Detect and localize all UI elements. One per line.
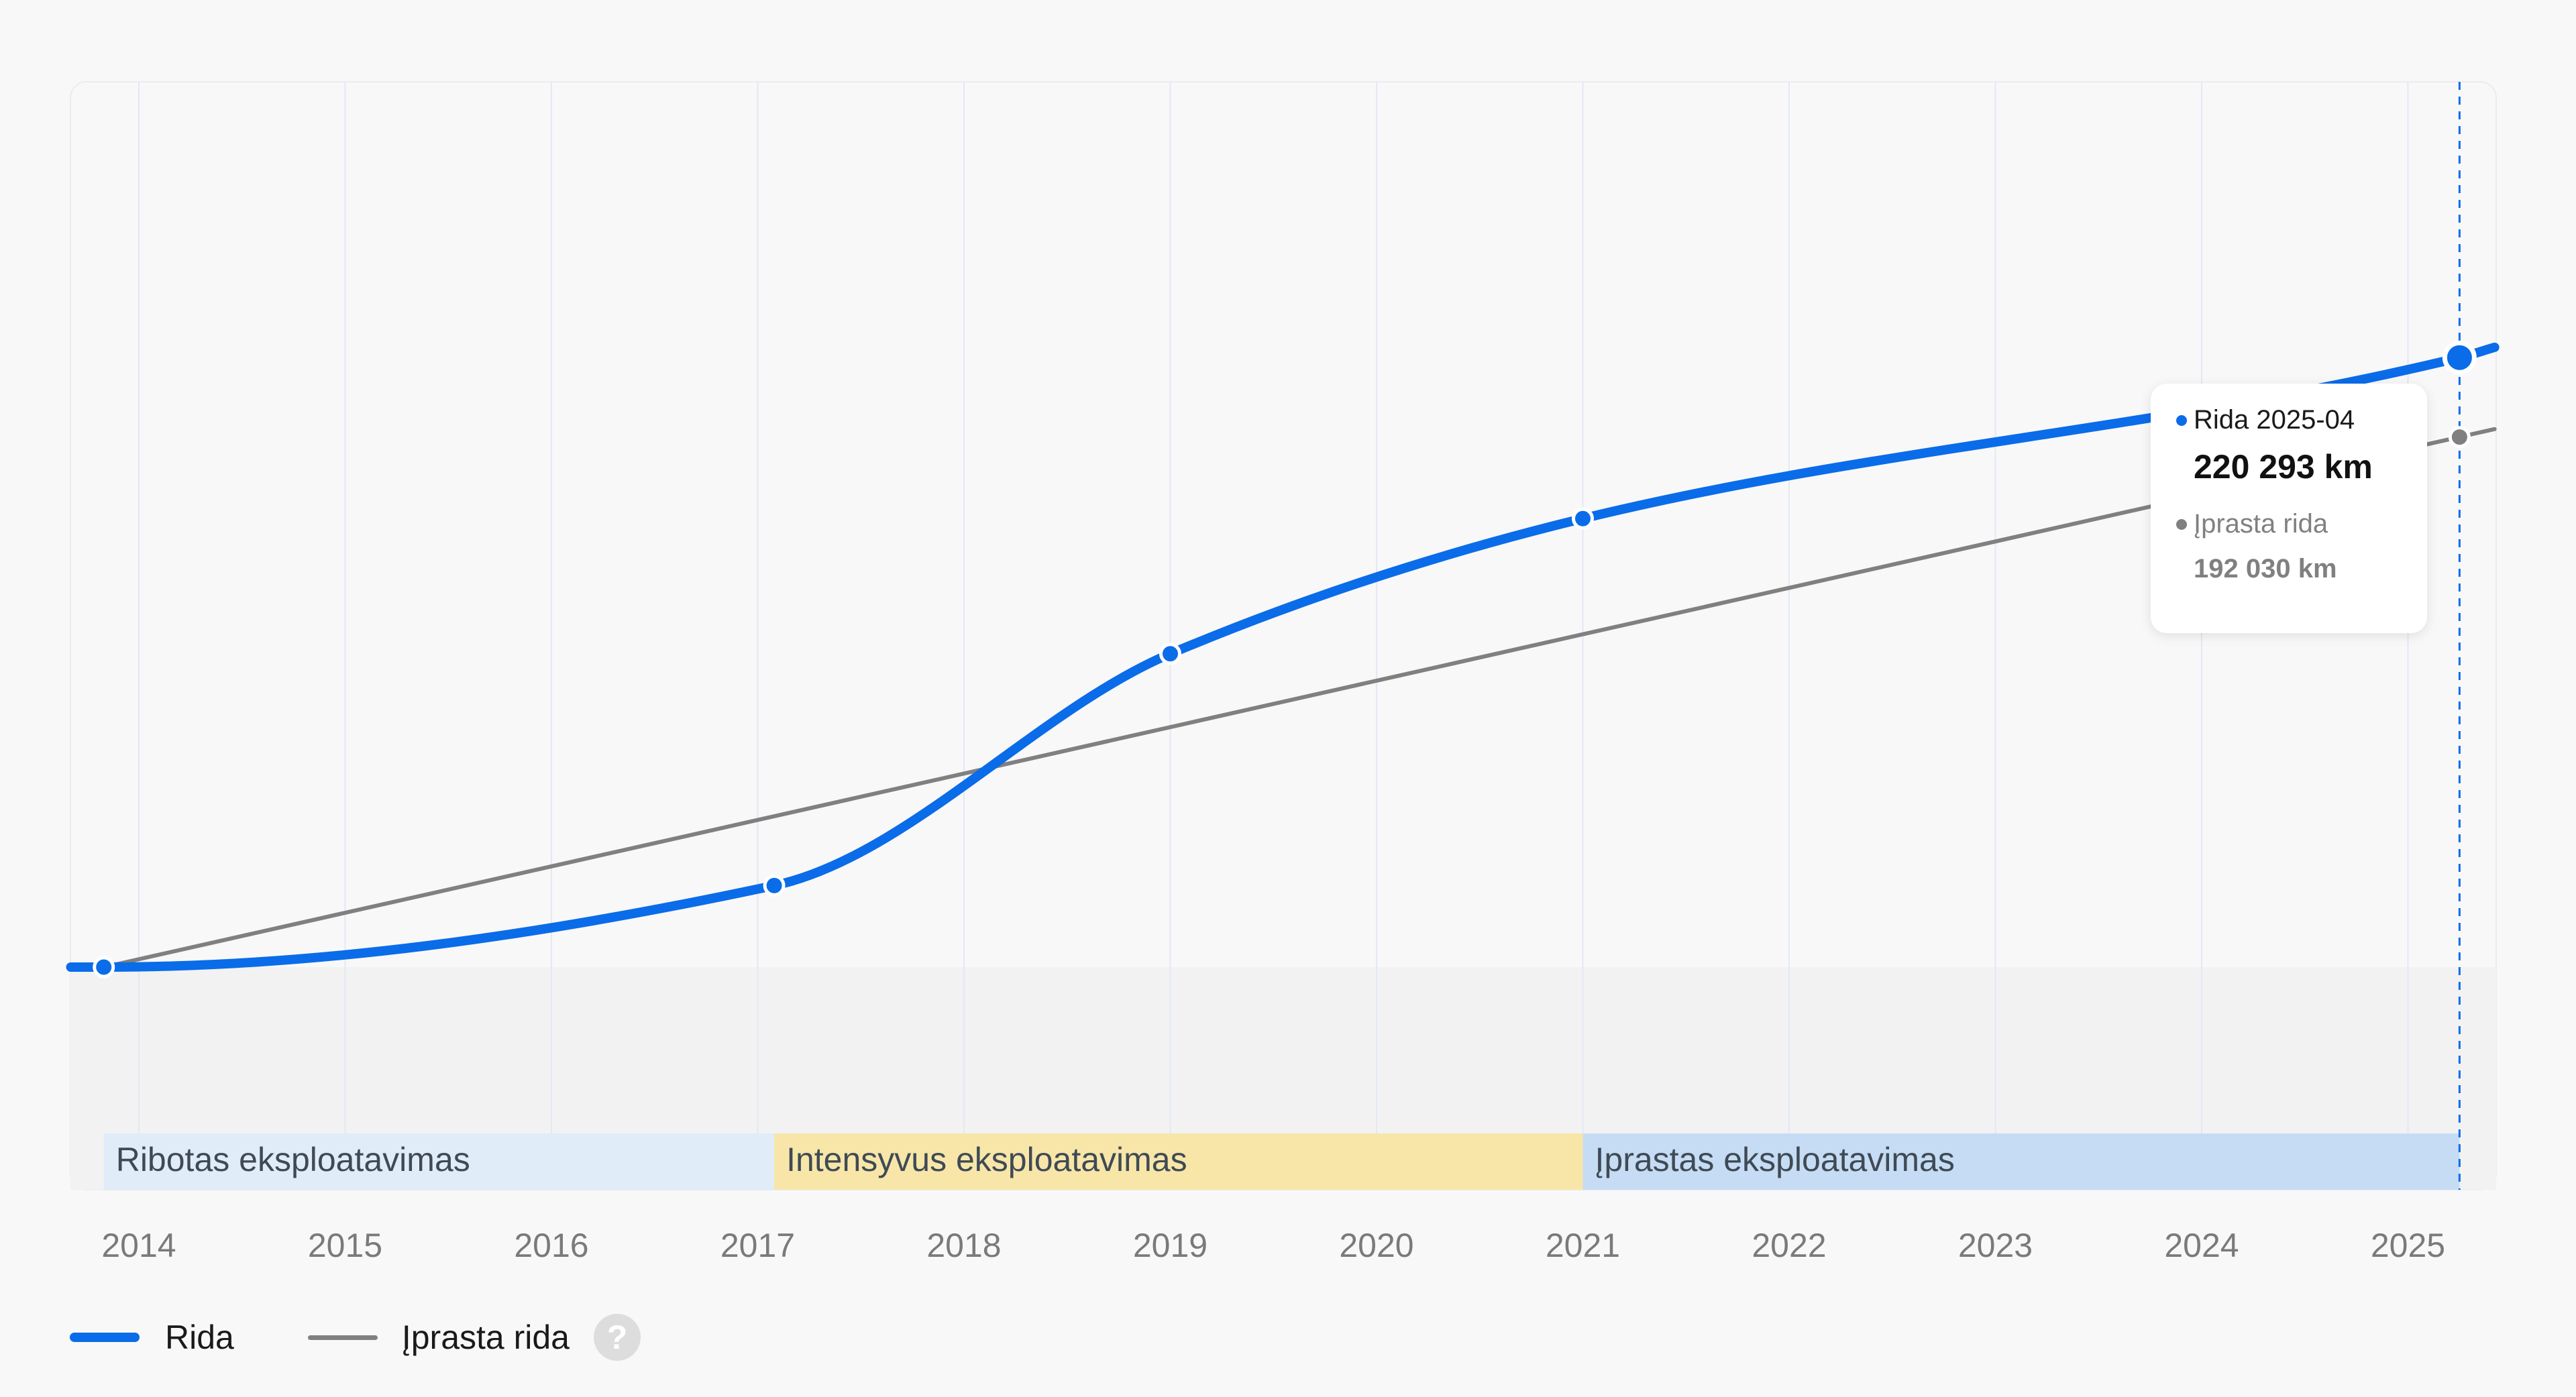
mileage-point-1 — [93, 956, 115, 979]
tooltip-series-label: Rida 2025-04 — [2194, 405, 2355, 435]
help-icon[interactable]: ? — [593, 1314, 641, 1361]
usage-band-label-2: Intensyvus eksploatavimas — [786, 1141, 1187, 1178]
usage-band-1 — [103, 1133, 775, 1190]
x-tick-label-2018: 2018 — [926, 1227, 1001, 1264]
usage-band-label-1: Ribotas eksploatavimas — [116, 1141, 470, 1178]
x-tick-label-2021: 2021 — [1546, 1227, 1620, 1264]
x-tick-label-2015: 2015 — [308, 1227, 382, 1264]
x-tick-label-2019: 2019 — [1133, 1227, 1208, 1264]
mileage-point-3 — [1159, 642, 1181, 665]
usage-band-3 — [1582, 1133, 2460, 1190]
mileage-point-2 — [763, 874, 786, 897]
x-tick-label-2017: 2017 — [720, 1227, 795, 1264]
legend-mileage-swatch — [70, 1333, 140, 1342]
legend-typical-label: Įprasta rida — [401, 1319, 570, 1356]
x-tick-label-2025: 2025 — [2371, 1227, 2445, 1264]
series-line-typical — [101, 427, 2497, 969]
legend-typical-swatch — [307, 1335, 378, 1340]
tooltip: Rida 2025-04 220 293 km Įprasta rida 192… — [2151, 384, 2427, 633]
x-tick-label-2016: 2016 — [514, 1227, 588, 1264]
x-tick-label-2023: 2023 — [1958, 1227, 2033, 1264]
usage-band-label-3: Įprastas eksploatavimas — [1595, 1141, 1955, 1178]
mileage-point-4 — [1572, 507, 1594, 530]
legend: Rida Įprasta rida ? — [70, 1310, 641, 1364]
tooltip-typical-label: Įprasta rida — [2194, 509, 2328, 539]
x-tick-label-2024: 2024 — [2164, 1227, 2239, 1264]
series-line-mileage — [66, 342, 2500, 972]
tooltip-typical-dot-icon — [2176, 518, 2187, 530]
tooltip-mileage-value: 220 293 km — [2194, 448, 2373, 486]
mileage-point-5 — [2442, 340, 2477, 375]
typical-point-active — [2448, 426, 2471, 449]
x-tick-label-2020: 2020 — [1339, 1227, 1413, 1264]
x-tick-label-2022: 2022 — [1752, 1227, 1826, 1264]
x-tick-label-2014: 2014 — [101, 1227, 176, 1264]
legend-mileage-label: Rida — [165, 1319, 234, 1356]
legend-item-typical[interactable]: Įprasta rida — [307, 1318, 570, 1357]
tooltip-typical-value: 192 030 km — [2194, 554, 2337, 583]
usage-band-2 — [774, 1133, 1583, 1190]
tooltip-mileage-dot-icon — [2176, 414, 2187, 426]
legend-item-mileage[interactable]: Rida — [70, 1318, 234, 1357]
